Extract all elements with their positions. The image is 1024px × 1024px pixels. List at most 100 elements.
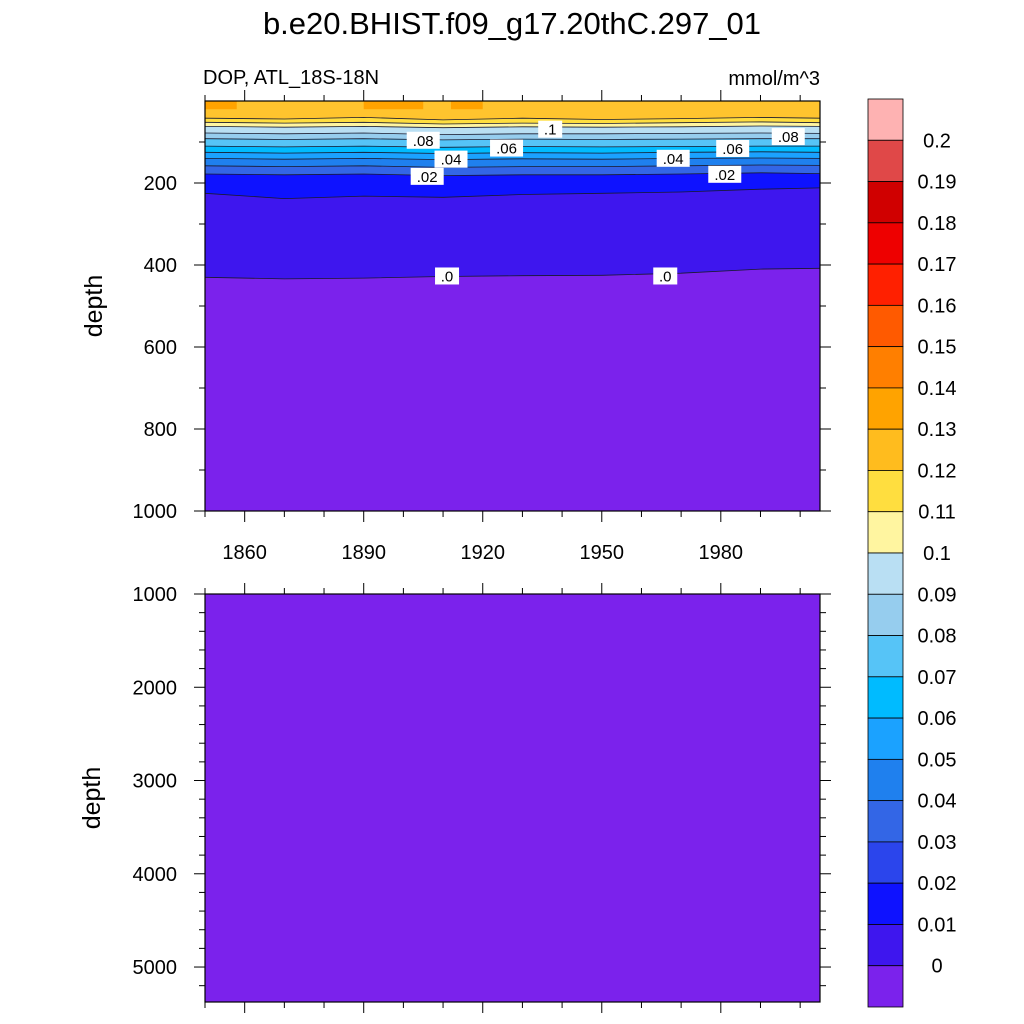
x-tick-label: 1980 [699,542,744,564]
colorbar-swatch [867,676,904,719]
colorbar-swatch [867,758,904,802]
surface-patch [363,101,424,110]
y-tick-label: 1000 [133,501,178,523]
colorbar-label: 0.06 [918,708,957,730]
surface-patch [205,101,237,110]
contour-label-box [771,128,805,146]
colorbar-label: 0.08 [918,626,957,648]
contour-line [204,267,821,280]
colorbar-label: 0.03 [918,832,957,854]
colorbar-swatch [867,222,904,265]
bottom-panel: 1000 2000 3000 4000 5000 depth [78,583,831,1013]
colorbar-label: 0.2 [923,130,951,152]
y-tick-label: 400 [144,255,177,277]
contour-label-box [406,131,440,149]
colorbar-swatch [867,593,904,636]
colorbar-swatch [867,717,904,760]
contour-label: .08 [778,129,799,146]
colorbar-label: 0.14 [918,378,957,400]
colorbar-swatch [867,304,904,348]
y-tick-label: 2000 [133,677,178,699]
colorbar-swatch [867,139,904,182]
colorbar-label: 0.18 [918,213,957,235]
x-tick-label: 1860 [222,542,267,564]
contour-label-box [708,165,742,183]
contour-line [204,121,821,125]
contour-line [204,157,821,161]
contour-line [204,125,821,129]
x-tick-label: 1950 [580,542,625,564]
contour-label-box [716,139,750,157]
colorbar-label: 0.09 [918,584,957,606]
x-tick-label: 1920 [460,542,505,564]
colorbar-label: 0 [931,956,942,978]
band-c0_11 [205,101,820,120]
contour-label-box [653,267,678,285]
colorbar-label: 0.12 [918,460,957,482]
contour-label: .0 [441,268,454,285]
chart-title: b.e20.BHIST.f09_g17.20thC.297_01 [262,6,762,41]
contour-label-box [538,120,563,138]
colorbar-label: 0.04 [918,791,957,813]
colorbar-swatch [867,387,904,430]
colorbar-label: 0.02 [918,873,957,895]
colorbar-swatch [867,346,904,389]
contour-label: .08 [413,133,434,150]
colorbar-label: 0.13 [918,419,957,441]
colorbar-swatch [867,511,904,554]
contour-label: .02 [714,167,735,184]
colorbar-label: 0.15 [918,337,957,359]
contour-label-box [490,139,524,157]
y-tick-label: 600 [144,337,177,359]
colorbar: 0.2 0.19 0.18 0.17 0.16 0.15 0.14 0.13 0.12 0.11 0… [867,98,957,1008]
top-y-axis-title: depth [80,275,108,338]
contour-label: .06 [722,141,743,158]
y-tick-label: 4000 [133,864,178,886]
contour-label-box [435,267,460,285]
y-tick-label: 800 [144,419,177,441]
colorbar-swatch [867,98,904,141]
x-tick-label: 1890 [341,542,386,564]
panel-units-label: mmol/m^3 [728,68,820,90]
top-panel: .1.08.08.06.06.04.04.02.02.0.0 200400600… [80,90,831,564]
colorbar-swatch [867,635,904,678]
colorbar-swatch [867,965,904,1008]
colorbar-label: 0.1 [923,543,951,565]
colorbar-label: 0.01 [918,914,957,936]
contour-line [204,187,821,200]
colorbar-label: 0.05 [918,749,957,771]
colorbar-swatch [867,552,904,595]
y-tick-label: 5000 [133,957,178,979]
y-tick-label: 200 [144,173,177,195]
contour-label-box [656,149,690,167]
bottom-y-axis-title: depth [78,767,106,830]
contour-line [204,116,821,121]
colorbar-swatch [867,263,904,306]
bottom-plot-fill [205,594,820,1002]
bottom-plot-frame [204,593,821,1003]
contour-line [204,164,821,168]
contour-label: .04 [663,151,684,168]
contour-line [204,132,821,136]
contour-label-box [434,150,468,168]
contour-line [204,138,820,141]
y-tick-label: 3000 [133,771,178,793]
colorbar-label: 0.07 [918,667,957,689]
colorbar-swatch [867,841,904,884]
contour-label: .02 [417,169,438,186]
contour-label: .06 [496,141,517,158]
contour-label: .04 [441,152,462,169]
contour-label-box [410,167,444,185]
colorbar-swatch [867,924,904,967]
colorbar-label: 0.16 [918,295,957,317]
contour-label: .1 [544,122,557,139]
colorbar-swatch [867,470,904,513]
colorbar-swatch [867,800,904,843]
colorbar-label: 0.11 [918,502,955,524]
colorbar-swatch [867,428,904,471]
contour-label: .0 [659,268,672,285]
colorbar-label: 0.19 [918,172,957,194]
colorbar-swatch [867,181,904,224]
y-tick-label: 1000 [133,584,178,606]
